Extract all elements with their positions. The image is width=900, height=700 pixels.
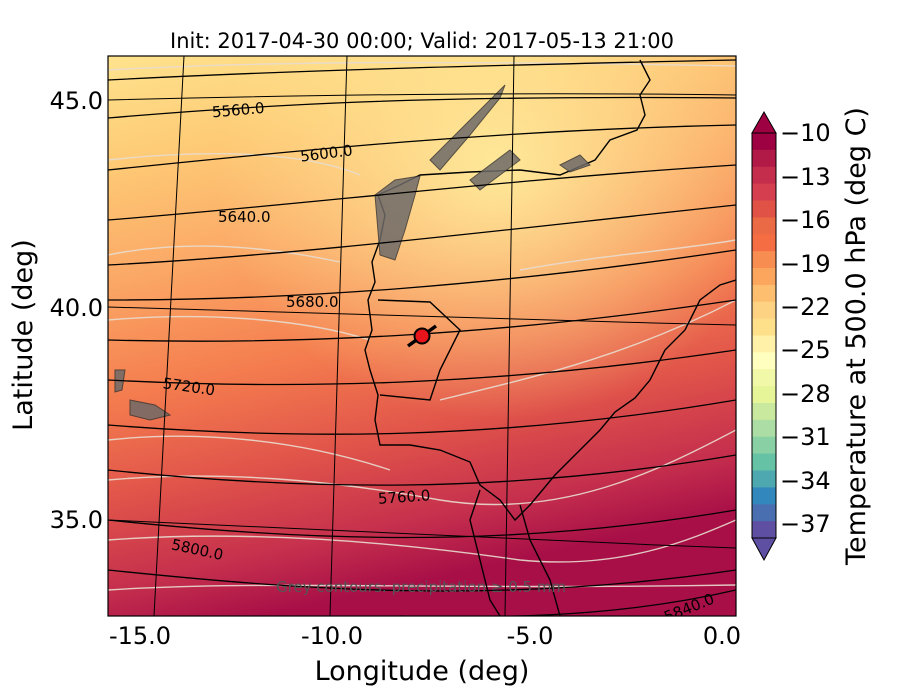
colorbar: −10 −13 −16 −19 −22 −25 −28 −31 −34 −37 … bbox=[751, 107, 872, 566]
colorbar-tick-label: −10 bbox=[780, 119, 831, 147]
contour-label: 5560.0 bbox=[211, 99, 265, 122]
colorbar-segment bbox=[752, 318, 776, 337]
colorbar-tick-label: −25 bbox=[780, 336, 831, 364]
x-tick-labels: -15.0 -10.0 -5.0 0.0 bbox=[109, 622, 741, 650]
colorbar-tick-label: −22 bbox=[780, 293, 831, 321]
colorbar-segment bbox=[752, 149, 776, 168]
colorbar-segment bbox=[752, 335, 776, 353]
colorbar-label: Temperature at 500.0 hPa (deg C) bbox=[841, 107, 872, 566]
colorbar-tick-label: −34 bbox=[780, 467, 831, 495]
contour-label: 5640.0 bbox=[218, 208, 271, 226]
colorbar-extend-bottom bbox=[751, 537, 777, 562]
colorbar-segment bbox=[752, 369, 776, 387]
colorbar-segment bbox=[752, 403, 776, 421]
colorbar-segment bbox=[752, 234, 776, 252]
colorbar-frame bbox=[751, 132, 777, 539]
colorbar-segments bbox=[752, 133, 776, 539]
colorbar-segment bbox=[752, 301, 776, 320]
plot-title: Init: 2017-04-30 00:00; Valid: 2017-05-1… bbox=[170, 29, 674, 53]
colorbar-tick-label: −16 bbox=[780, 206, 831, 234]
colorbar-segment bbox=[752, 470, 776, 488]
x-axis-label: Longitude (deg) bbox=[315, 656, 530, 687]
colorbar-tick-label: −31 bbox=[780, 423, 831, 451]
x-tick-label: -15.0 bbox=[109, 622, 171, 650]
contour-label: 5680.0 bbox=[286, 293, 339, 311]
colorbar-segment bbox=[752, 217, 776, 235]
precip-note: Grey contours: precipitation ≥ 0.5 mm bbox=[276, 578, 566, 596]
colorbar-segment bbox=[752, 487, 776, 505]
y-tick-label: 45.0 bbox=[50, 87, 103, 115]
colorbar-segment bbox=[752, 352, 776, 370]
colorbar-segment bbox=[752, 200, 776, 218]
graticule bbox=[108, 56, 736, 616]
colorbar-ticks: −10 −13 −16 −19 −22 −25 −28 −31 −34 −37 bbox=[780, 119, 831, 538]
colorbar-tick-label: −19 bbox=[780, 250, 831, 278]
x-tick-label: -10.0 bbox=[301, 622, 363, 650]
marker-dot bbox=[413, 327, 431, 345]
colorbar-segment bbox=[752, 284, 776, 303]
colorbar-segment bbox=[752, 268, 776, 286]
colorbar-segment bbox=[752, 386, 776, 404]
colorbar-segment bbox=[752, 251, 776, 269]
colorbar-segment bbox=[752, 504, 776, 522]
colorbar-segment bbox=[752, 133, 776, 151]
location-marker bbox=[406, 324, 438, 348]
colorbar-segment bbox=[752, 521, 776, 539]
y-axis-label: Latitude (deg) bbox=[8, 239, 39, 431]
colorbar-segment bbox=[752, 436, 776, 455]
y-tick-label: 40.0 bbox=[50, 294, 103, 322]
colorbar-segment bbox=[752, 183, 776, 202]
height-contours bbox=[108, 59, 736, 616]
colorbar-tick-label: −28 bbox=[780, 380, 831, 408]
isotherm-lines bbox=[108, 61, 736, 591]
colorbar-segment bbox=[752, 453, 776, 472]
colorbar-tick-label: −13 bbox=[780, 163, 831, 191]
plot-frame bbox=[107, 55, 737, 617]
precipitation-contours bbox=[114, 84, 591, 421]
colorbar-tick-label: −37 bbox=[780, 510, 831, 538]
colorbar-segment bbox=[752, 166, 776, 185]
colorbar-extend-top bbox=[751, 110, 777, 134]
map-panel: 5560.0 5600.0 5640.0 5680.0 5720.0 5760.… bbox=[108, 56, 736, 616]
y-tick-label: 35.0 bbox=[50, 506, 103, 534]
contour-label: 5760.0 bbox=[377, 486, 431, 508]
y-tick-labels: 45.0 40.0 35.0 bbox=[50, 87, 103, 534]
x-tick-label: 0.0 bbox=[703, 622, 741, 650]
x-tick-label: -5.0 bbox=[507, 622, 554, 650]
colorbar-segment bbox=[752, 419, 776, 438]
